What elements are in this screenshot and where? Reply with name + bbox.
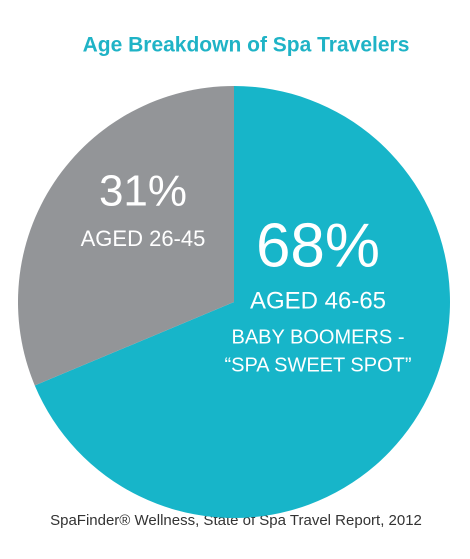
annotation: “SPA SWEET SPOT”: [224, 354, 411, 376]
category-label: AGED 26-45: [81, 226, 206, 251]
annotation: BABY BOOMERS -: [231, 326, 404, 348]
source: SpaFinder® Wellness, State of Spa Travel…: [50, 512, 422, 529]
pie-slice: [34, 86, 450, 518]
category-label: AGED 46-65: [250, 287, 386, 314]
value-label: 31%: [99, 167, 187, 216]
chart-title: Age Breakdown of Spa Travelers: [83, 34, 410, 57]
value-label: 68%: [256, 211, 380, 280]
pie-slice: [18, 86, 235, 386]
